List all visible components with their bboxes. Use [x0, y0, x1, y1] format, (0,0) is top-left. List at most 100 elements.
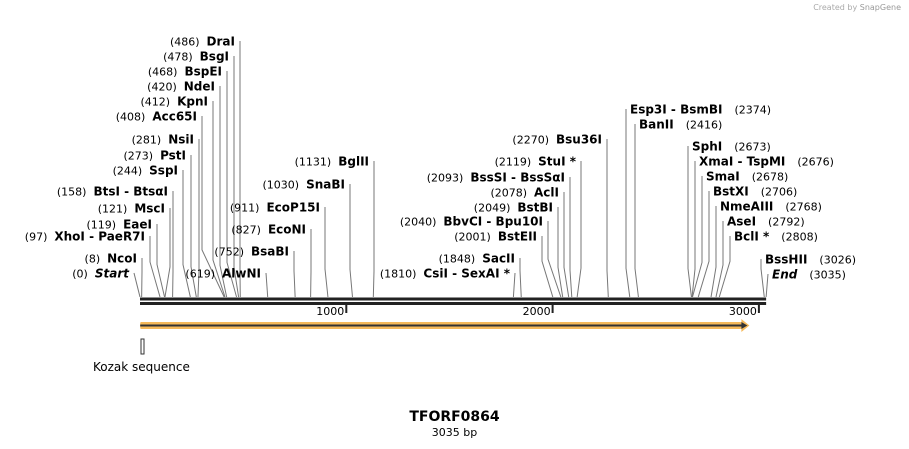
site-connector-line	[606, 139, 609, 298]
site-label-ecop15i[interactable]: (911) EcoP15I	[230, 201, 320, 216]
site-name: PstI	[160, 148, 186, 163]
site-position: (1030)	[262, 178, 300, 192]
site-position: (420)	[147, 80, 177, 94]
site-position: (273)	[123, 149, 154, 163]
site-position: (619)	[185, 267, 215, 281]
tick-mark	[757, 305, 760, 313]
site-connector-line	[149, 236, 161, 298]
site-name: SphI	[692, 139, 723, 154]
site-name: SspI	[149, 163, 178, 178]
site-connector-line	[563, 192, 570, 298]
site-position: (2119)	[494, 155, 532, 169]
site-label-bspei[interactable]: (468) BspEI	[148, 65, 222, 80]
site-position: (281)	[131, 133, 162, 147]
site-label-bsabi[interactable]: (752) BsaBI	[214, 245, 289, 260]
site-label-bglii[interactable]: (1131) BglII	[295, 155, 369, 170]
site-label-ncoi[interactable]: (8) NcoI	[85, 252, 137, 267]
site-position: (3035)	[809, 268, 846, 282]
site-label-bsshii[interactable]: BssHII (3026)	[765, 253, 856, 268]
site-label-end[interactable]: End (3035)	[772, 268, 846, 283]
site-connector-line	[133, 272, 141, 298]
site-position: (1810)	[379, 267, 417, 281]
site-position: (244)	[112, 164, 143, 178]
site-connector-line	[519, 258, 522, 298]
site-name: BstXI	[713, 184, 749, 199]
feature-label-kozak[interactable]: Kozak sequence	[93, 360, 190, 374]
site-connector-line	[212, 101, 226, 298]
site-name: BbvCI - Bpu10I	[443, 214, 543, 229]
site-label-psti[interactable]: (273) PstI	[123, 149, 186, 164]
site-label-snabi[interactable]: (1030) SnaBI	[263, 178, 345, 193]
site-label-csii[interactable]: (1810) CsiI - SexAI *	[380, 267, 510, 282]
site-name: Start	[94, 266, 129, 281]
site-label-sphi[interactable]: SphI (2673)	[692, 140, 771, 155]
site-name: BssSI - BssSαI	[470, 170, 565, 185]
site-name: BssHII	[765, 252, 808, 267]
site-connector-line	[691, 176, 703, 298]
site-connector-line	[765, 273, 769, 298]
site-position: (2808)	[781, 230, 818, 244]
site-name: AlwNI	[222, 266, 261, 281]
site-label-nmeaiii[interactable]: NmeAIII (2768)	[720, 200, 822, 215]
site-position: (2706)	[760, 185, 798, 199]
site-label-bstxi[interactable]: BstXI (2706)	[713, 185, 797, 200]
site-label-xhoi[interactable]: (97) XhoI - PaeR7I	[25, 230, 145, 245]
site-label-bsteii[interactable]: (2001) BstEII	[454, 230, 537, 245]
site-connector-line	[324, 207, 329, 298]
site-label-nsii[interactable]: (281) NsiI	[132, 133, 194, 148]
site-connector-line	[182, 170, 191, 298]
site-connector-line	[541, 236, 554, 298]
site-label-econi[interactable]: (827) EcoNI	[231, 223, 306, 238]
site-position: (1131)	[294, 155, 332, 169]
site-connector-line	[625, 109, 631, 298]
site-connector-line	[569, 177, 573, 298]
site-position: (0)	[72, 267, 88, 281]
site-label-msci[interactable]: (121) MscI	[98, 202, 165, 217]
site-name: EaeI	[123, 217, 152, 232]
site-label-bsssi[interactable]: (2093) BssSI - BssSαI	[427, 171, 565, 186]
site-connector-line	[718, 236, 731, 298]
site-label-sspi[interactable]: (244) SspI	[113, 164, 178, 179]
site-label-drai[interactable]: (486) DraI	[170, 35, 235, 50]
site-connector-line	[687, 146, 692, 298]
site-connector-line	[226, 71, 238, 298]
site-label-esp3i[interactable]: Esp3I - BsmBI (2374)	[630, 103, 771, 118]
site-label-acc65i[interactable]: (408) Acc65I	[116, 110, 197, 125]
site-label-bsu36i[interactable]: (2270) Bsu36I	[512, 133, 602, 148]
site-label-bcli[interactable]: BclI * (2808)	[734, 230, 818, 245]
site-label-stui[interactable]: (2119) StuI *	[495, 155, 576, 170]
site-label-kpni[interactable]: (412) KpnI	[141, 95, 209, 110]
site-name: SnaBI	[306, 177, 345, 192]
site-label-btsi[interactable]: (158) BtsI - BtsαI	[57, 185, 168, 200]
site-label-alwni[interactable]: (619) AlwNI	[185, 267, 261, 282]
site-label-eaei[interactable]: (119) EaeI	[87, 218, 153, 233]
site-label-smai[interactable]: SmaI (2678)	[706, 170, 788, 185]
site-name: BtsI - BtsαI	[93, 184, 168, 199]
site-label-sacii[interactable]: (1848) SacII	[439, 252, 515, 267]
site-name: NdeI	[183, 79, 215, 94]
site-label-acli[interactable]: (2078) AclI	[490, 186, 559, 201]
tick-mark	[345, 305, 348, 313]
site-connector-line	[265, 272, 269, 298]
site-name: BstEII	[497, 229, 537, 244]
backbone-top-strand	[140, 297, 767, 301]
site-name: XmaI - TspMI	[699, 154, 786, 169]
site-label-xmai[interactable]: XmaI - TspMI (2676)	[699, 155, 834, 170]
site-position: (3026)	[819, 253, 856, 267]
site-connector-line	[190, 155, 197, 298]
site-label-bstbi[interactable]: (2049) BstBI	[474, 201, 553, 216]
site-name: DraI	[206, 34, 235, 49]
tick-mark	[551, 305, 554, 313]
site-label-start[interactable]: (0) Start	[72, 267, 129, 282]
site-position: (1848)	[438, 252, 476, 266]
site-connector-line	[691, 161, 696, 298]
site-label-bsgi[interactable]: (478) BsgI	[163, 50, 229, 65]
site-label-bbvci[interactable]: (2040) BbvCI - Bpu10I	[400, 215, 543, 230]
site-connector-line	[715, 221, 724, 298]
site-name: End	[772, 267, 798, 282]
site-label-ndei[interactable]: (420) NdeI	[147, 80, 215, 95]
site-position: (97)	[24, 230, 48, 244]
site-label-banii[interactable]: BanII (2416)	[639, 118, 722, 133]
site-name: NcoI	[107, 251, 137, 266]
site-label-asei[interactable]: AseI (2792)	[727, 215, 805, 230]
